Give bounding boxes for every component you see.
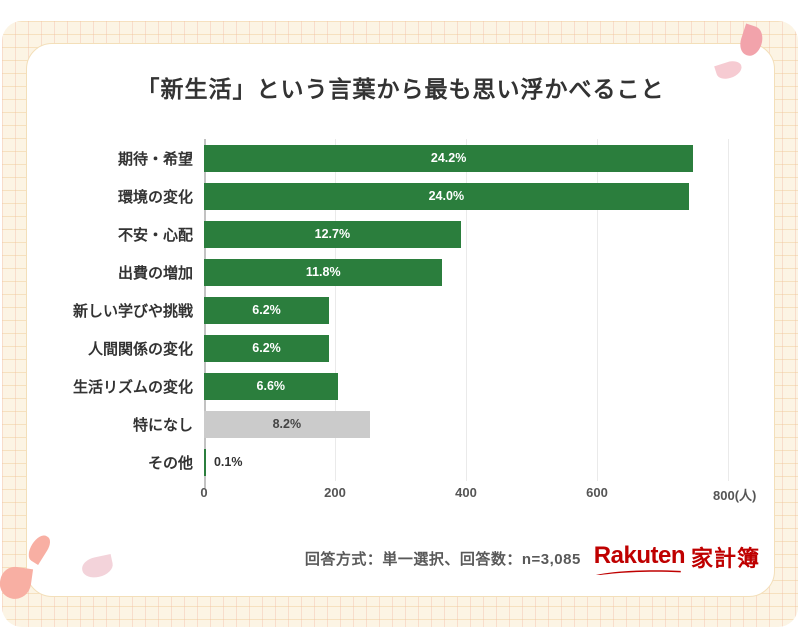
x-tick-label: 600 [586,485,608,500]
category-label: 環境の変化 [117,188,193,206]
chart-rows: 期待・希望 24.2% 環境の変化 24.0% 不安・心配 12.7% 出費の増加 11.8%… [61,139,728,481]
x-tick-label: 800(人) [713,488,757,503]
gridline [728,139,729,481]
category-label: 出費の増加 [117,264,193,282]
kakeibo-wordmark: 家計簿 [690,545,760,571]
chart-footer: 回答方式：単一選択、回答数：n=3,085 Rakuten 家計簿 [27,538,760,578]
bar-row: 新しい学びや挑戦 6.2% [61,291,728,329]
rakuten-wordmark: Rakuten [594,542,685,575]
category-label: 不安・心配 [117,226,193,244]
gridline [597,139,598,481]
category-label: 人間関係の変化 [87,340,193,358]
bar-value-label: 8.2% [272,416,302,431]
bar-row: その他 0.1% [61,443,728,481]
rakuten-kakeibo-logo: Rakuten 家計簿 [594,541,760,576]
category-label: 生活リズムの変化 [72,378,193,396]
bar-track: 6.2% [204,334,728,362]
bar-track: 24.2% [204,144,728,172]
bar: 24.0% [204,182,689,210]
bar: 0.1% [204,448,242,476]
bar-value-label: 6.6% [256,378,286,393]
bar-track: 12.7% [204,220,728,248]
bar-value-label: 6.2% [252,302,281,317]
category-label: その他 [147,454,193,472]
bar-row: 生活リズムの変化 6.6% [61,367,728,405]
bar-row: 出費の増加 11.8% [61,253,728,291]
chart-card: 「新生活」という言葉から最も思い浮かべること 期待・希望 24.2% 環境の変化 24… [26,43,775,597]
rakuten-wordmark-text: Rakuten [593,541,686,569]
bar: 8.2% [204,410,370,438]
category-label: 期待・希望 [117,150,193,168]
bar-track: 6.2% [204,296,728,324]
bar-row: 人間関係の変化 6.2% [61,329,728,367]
bar-track: 24.0% [204,182,728,210]
bar: 6.2% [204,296,330,324]
bar-value-label: 24.0% [428,188,465,203]
bar-value-label: 11.8% [305,264,341,279]
x-axis: 0 200 400 600 800(人) [200,485,756,505]
bar: 11.8% [204,258,443,286]
survey-note: 回答方式：単一選択、回答数：n=3,085 [304,550,581,568]
x-tick-label: 400 [455,485,477,500]
bar-value-label: 12.7% [314,226,351,241]
bar-row: 環境の変化 24.0% [61,177,728,215]
chart-title: 「新生活」という言葉から最も思い浮かべること [136,76,665,102]
bar-value-label: 6.2% [252,340,281,355]
rakuten-underline-swoosh-icon [595,569,681,575]
bar-row: 期待・希望 24.2% [61,139,728,177]
bar-value-label: 0.1% [213,454,243,469]
bar-row: 不安・心配 12.7% [61,215,728,253]
bar-track: 8.2% [204,410,728,438]
x-tick-label: 200 [324,485,346,500]
x-tick-label: 0 [200,485,208,500]
bar: 12.7% [204,220,461,248]
bar-row: 特になし 8.2% [61,405,728,443]
gridline [466,139,467,481]
category-label: 新しい学びや挑戦 [72,302,193,320]
gridline [335,139,336,481]
bar: 24.2% [204,144,694,172]
bar: 6.6% [204,372,338,400]
bar: 6.2% [204,334,330,362]
bar-track: 0.1% [204,448,728,476]
category-label: 特になし [132,416,193,434]
bar-value-label: 24.2% [430,150,467,165]
bar-track: 6.6% [204,372,728,400]
bar-chart: 期待・希望 24.2% 環境の変化 24.0% 不安・心配 12.7% 出費の増加 11.8%… [61,139,756,503]
bar-track: 11.8% [204,258,728,286]
